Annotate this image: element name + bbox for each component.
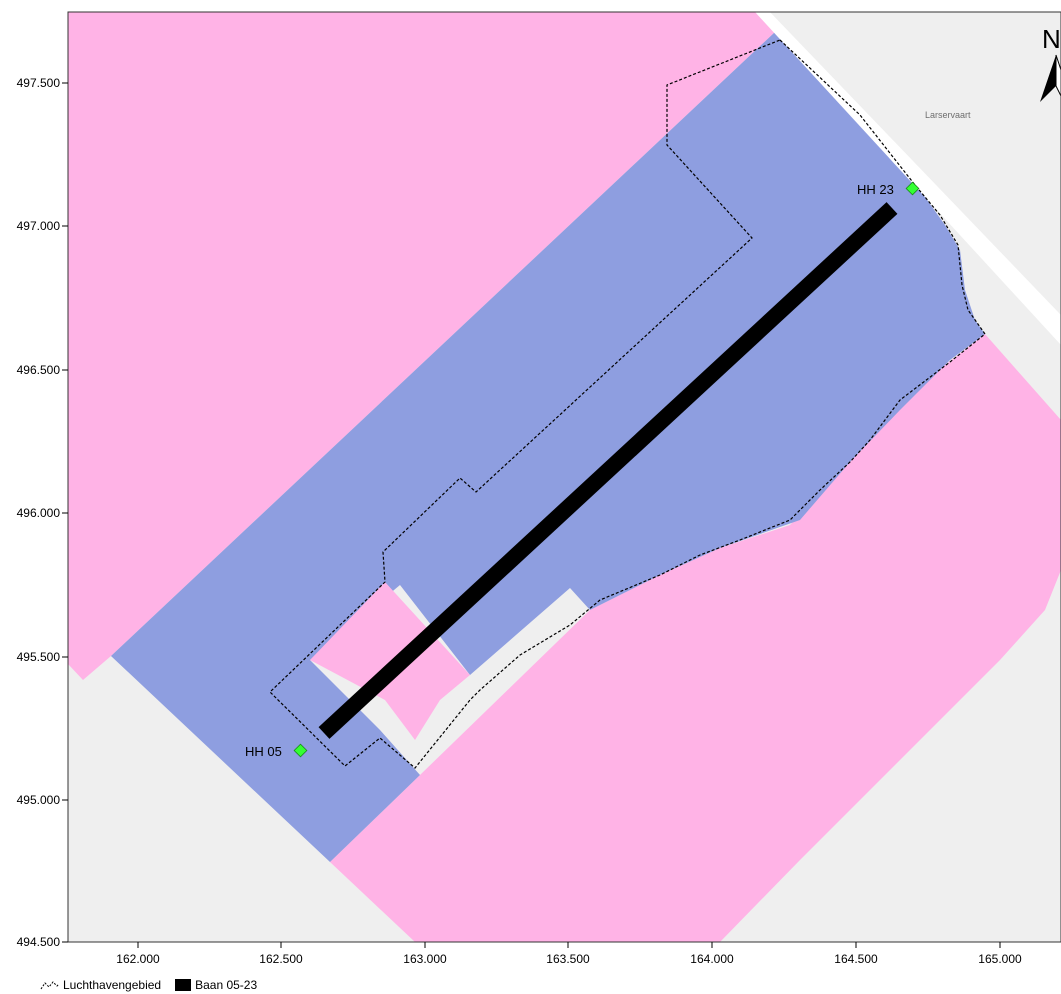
x-tick-label: 162.000 xyxy=(116,952,160,966)
waterway-label: Larservaart xyxy=(925,110,971,120)
x-tick-label: 165.000 xyxy=(978,952,1022,966)
runway-05-23 xyxy=(318,202,898,739)
x-tick-label: 163.500 xyxy=(546,952,590,966)
pink-zone-northwest xyxy=(68,12,775,680)
threshold-marker-hh23 xyxy=(905,181,920,196)
legend-item-baan: Baan 05-23 xyxy=(175,978,257,992)
svg-text:N: N xyxy=(1042,24,1061,54)
luchthavengebied-boundary xyxy=(269,39,986,769)
dashed-line-icon xyxy=(40,981,60,990)
x-tick-label: 163.000 xyxy=(403,952,447,966)
x-tick-label: 164.500 xyxy=(834,952,878,966)
y-tick-label: 496.000 xyxy=(17,506,61,520)
legend-label: Baan 05-23 xyxy=(195,978,258,992)
pink-zone-southeast xyxy=(330,334,1061,942)
x-tick-label: 164.000 xyxy=(690,952,734,966)
map-frame xyxy=(67,11,1061,943)
threshold-label-hh05: HH 05 xyxy=(245,744,282,759)
y-tick-label: 497.000 xyxy=(17,219,61,233)
x-axis xyxy=(137,942,1001,948)
blue-zone xyxy=(111,32,985,862)
y-axis xyxy=(62,82,68,943)
y-tick-label: 495.500 xyxy=(17,650,61,664)
x-tick-label: 162.500 xyxy=(259,952,303,966)
north-arrow-icon: N xyxy=(1040,24,1061,102)
y-tick-label: 495.000 xyxy=(17,793,61,807)
legend-item-luchthavengebied: Luchthavengebied xyxy=(40,978,161,992)
legend: Luchthavengebied Baan 05-23 xyxy=(40,976,271,994)
pink-zone-runway-end xyxy=(310,582,470,740)
y-tick-label: 497.500 xyxy=(17,76,61,90)
threshold-marker-hh05 xyxy=(293,743,308,758)
threshold-label-hh23: HH 23 xyxy=(857,182,894,197)
waterway-larservaart xyxy=(755,12,1061,345)
black-box-icon xyxy=(175,979,192,991)
y-tick-label: 494.500 xyxy=(17,935,61,949)
y-tick-label: 496.500 xyxy=(17,363,61,377)
legend-label: Luchthavengebied xyxy=(63,978,162,992)
gray-zone-northeast xyxy=(770,12,1061,315)
